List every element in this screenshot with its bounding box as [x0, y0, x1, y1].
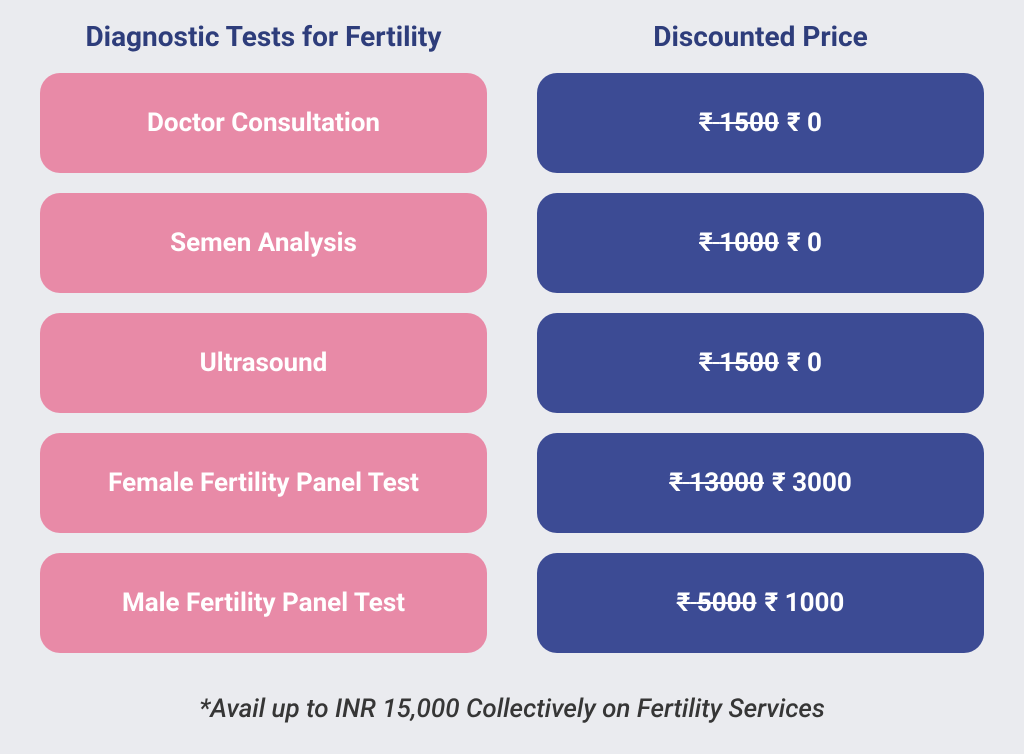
price-content: ₹ 1500 ₹ 0	[699, 108, 822, 138]
original-price: ₹ 1500	[699, 108, 779, 138]
currency-symbol: ₹	[699, 108, 713, 138]
original-price-value: 1000	[719, 228, 779, 258]
currency-symbol: ₹	[699, 348, 713, 378]
currency-symbol: ₹	[787, 348, 801, 378]
test-name-label: Female Fertility Panel Test	[108, 468, 419, 498]
original-price: ₹ 1000	[699, 228, 779, 258]
pricing-row: Doctor Consultation ₹ 1500 ₹ 0	[40, 73, 984, 173]
pricing-rows: Doctor Consultation ₹ 1500 ₹ 0 Semen Ana…	[40, 73, 984, 669]
test-name-pill: Ultrasound	[40, 313, 487, 413]
tests-header: Diagnostic Tests for Fertility	[40, 20, 487, 53]
discounted-price: ₹ 0	[787, 108, 822, 138]
original-price-value: 5000	[697, 588, 757, 618]
price-content: ₹ 1500 ₹ 0	[699, 348, 822, 378]
price-pill: ₹ 5000 ₹ 1000	[537, 553, 984, 653]
currency-symbol: ₹	[765, 588, 779, 618]
price-pill: ₹ 1500 ₹ 0	[537, 73, 984, 173]
price-pill: ₹ 13000 ₹ 3000	[537, 433, 984, 533]
price-content: ₹ 1000 ₹ 0	[699, 228, 822, 258]
currency-symbol: ₹	[699, 228, 713, 258]
price-content: ₹ 5000 ₹ 1000	[677, 588, 845, 618]
currency-symbol: ₹	[787, 108, 801, 138]
test-name-pill: Doctor Consultation	[40, 73, 487, 173]
test-name-label: Ultrasound	[200, 348, 328, 378]
original-price-value: 1500	[719, 348, 779, 378]
pricing-row: Female Fertility Panel Test ₹ 13000 ₹ 30…	[40, 433, 984, 533]
price-pill: ₹ 1000 ₹ 0	[537, 193, 984, 293]
test-name-pill: Female Fertility Panel Test	[40, 433, 487, 533]
test-name-label: Male Fertility Panel Test	[122, 588, 405, 618]
currency-symbol: ₹	[787, 228, 801, 258]
footnote-text: *Avail up to INR 15,000 Collectively on …	[40, 694, 984, 724]
original-price-value: 13000	[689, 468, 764, 498]
test-name-pill: Semen Analysis	[40, 193, 487, 293]
original-price: ₹ 5000	[677, 588, 757, 618]
original-price: ₹ 1500	[699, 348, 779, 378]
price-pill: ₹ 1500 ₹ 0	[537, 313, 984, 413]
discounted-price: ₹ 0	[787, 348, 822, 378]
price-header: Discounted Price	[537, 20, 984, 53]
pricing-row: Male Fertility Panel Test ₹ 5000 ₹ 1000	[40, 553, 984, 653]
price-content: ₹ 13000 ₹ 3000	[669, 468, 852, 498]
discounted-price-value: 0	[807, 108, 822, 138]
currency-symbol: ₹	[772, 468, 786, 498]
discounted-price: ₹ 0	[787, 228, 822, 258]
pricing-row: Ultrasound ₹ 1500 ₹ 0	[40, 313, 984, 413]
currency-symbol: ₹	[669, 468, 683, 498]
discounted-price: ₹ 3000	[772, 468, 852, 498]
discounted-price-value: 0	[807, 228, 822, 258]
original-price-value: 1500	[719, 108, 779, 138]
test-name-label: Doctor Consultation	[147, 108, 380, 138]
discounted-price-value: 1000	[785, 588, 845, 618]
currency-symbol: ₹	[677, 588, 691, 618]
test-name-label: Semen Analysis	[170, 228, 357, 258]
test-name-pill: Male Fertility Panel Test	[40, 553, 487, 653]
discounted-price-value: 3000	[792, 468, 852, 498]
header-row: Diagnostic Tests for Fertility Discounte…	[40, 20, 984, 53]
original-price: ₹ 13000	[669, 468, 764, 498]
pricing-row: Semen Analysis ₹ 1000 ₹ 0	[40, 193, 984, 293]
discounted-price-value: 0	[807, 348, 822, 378]
discounted-price: ₹ 1000	[765, 588, 845, 618]
